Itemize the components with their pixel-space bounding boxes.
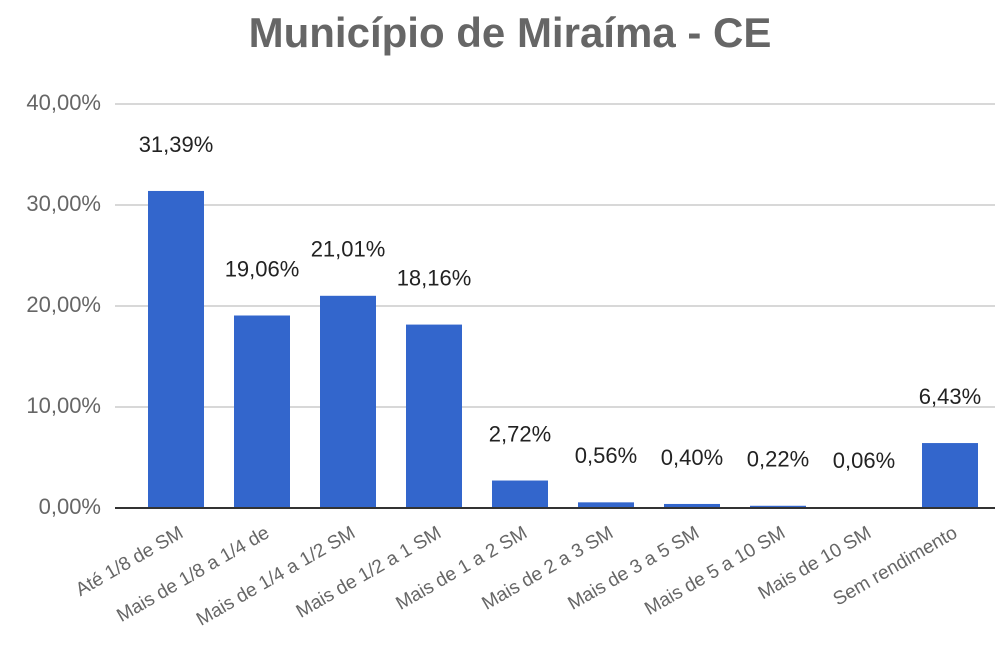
bar — [148, 190, 204, 508]
bar — [922, 443, 978, 508]
value-label: 19,06% — [225, 256, 300, 281]
chart-title: Município de Miraíma - CE — [249, 9, 772, 56]
bar — [234, 315, 290, 508]
value-label: 0,56% — [575, 443, 637, 468]
y-tick-label: 40,00% — [26, 90, 101, 115]
bar — [664, 503, 720, 508]
value-label: 31,39% — [139, 132, 214, 157]
bar — [750, 505, 806, 508]
y-tick-label: 0,00% — [39, 494, 101, 519]
value-label: 0,06% — [833, 448, 895, 473]
x-tick-label: Mais de 5 a 10 SM — [641, 522, 789, 619]
value-label: 0,40% — [661, 445, 723, 470]
y-tick-label: 10,00% — [26, 393, 101, 418]
bar — [578, 502, 634, 508]
value-label: 0,22% — [747, 447, 809, 472]
bar — [406, 324, 462, 508]
bar — [492, 480, 548, 508]
y-tick-label: 20,00% — [26, 292, 101, 317]
x-tick-label: Mais de 1/2 a 1 SM — [293, 522, 445, 622]
value-label: 6,43% — [919, 384, 981, 409]
value-label: 21,01% — [311, 237, 386, 262]
value-label: 2,72% — [489, 421, 551, 446]
value-label: 18,16% — [397, 265, 472, 290]
bar — [320, 295, 376, 508]
y-tick-label: 30,00% — [26, 191, 101, 216]
x-tick-label: Mais de 1/4 a 1/2 SM — [193, 522, 359, 630]
